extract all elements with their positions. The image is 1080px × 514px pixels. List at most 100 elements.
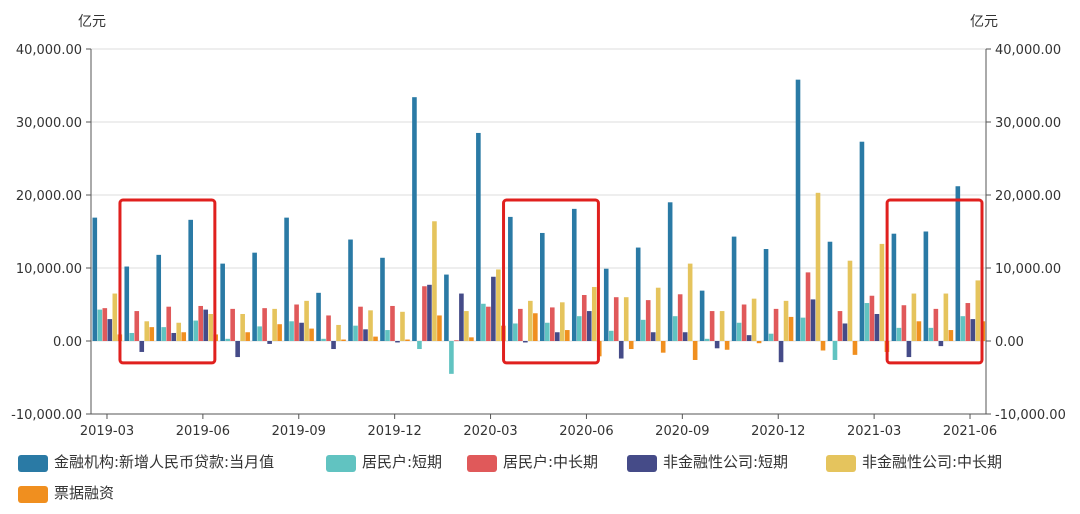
bar — [768, 333, 774, 341]
highlight-box — [885, 198, 984, 365]
bar — [459, 293, 464, 341]
bar-series — [92, 79, 986, 374]
bar — [965, 303, 971, 341]
bar — [704, 338, 710, 341]
bar — [432, 221, 437, 341]
bar — [847, 260, 853, 341]
bar — [198, 305, 203, 341]
legend-swatch — [826, 455, 856, 472]
bar — [97, 309, 103, 341]
bar — [368, 310, 373, 341]
bar — [731, 236, 737, 341]
bar — [891, 233, 897, 341]
bar — [773, 308, 779, 341]
y-tick-label-right: -10,000.00 — [995, 408, 1066, 423]
y-tick-label-left: 20,000.00 — [16, 189, 82, 204]
bar — [245, 332, 250, 341]
x-tick-label: 2021-06 — [943, 424, 997, 439]
bar — [719, 311, 725, 341]
y-tick-label-right: 20,000.00 — [995, 189, 1061, 204]
bar — [102, 308, 108, 341]
bar — [267, 341, 272, 344]
left-axis-unit: 亿元 — [78, 14, 106, 30]
bar — [545, 322, 550, 341]
bar — [692, 341, 698, 360]
x-tick-label: 2021-03 — [847, 424, 901, 439]
bar — [412, 97, 417, 342]
x-tick-label: 2019-03 — [80, 424, 134, 439]
bar — [618, 341, 624, 359]
bar — [385, 330, 390, 341]
bar — [800, 317, 806, 341]
bar — [901, 305, 907, 341]
y-tick-label-left: 0.00 — [53, 335, 82, 350]
bar — [230, 308, 235, 341]
bar — [272, 308, 277, 341]
bar — [699, 290, 705, 341]
bar — [437, 315, 442, 341]
bar — [321, 338, 326, 341]
bar — [746, 335, 752, 341]
bar — [874, 313, 880, 341]
bar — [960, 316, 966, 341]
highlight-box — [118, 198, 217, 365]
highlight-boxes — [118, 198, 984, 365]
x-tick-label: 2019-09 — [272, 424, 326, 439]
bar — [156, 254, 162, 341]
bar — [476, 132, 481, 341]
y-tick-label-right: 10,000.00 — [995, 262, 1061, 277]
bar — [533, 313, 538, 341]
bar — [655, 287, 661, 341]
bar — [778, 341, 784, 363]
bar — [400, 311, 405, 341]
bar — [923, 231, 929, 341]
bar — [948, 330, 954, 341]
bar — [571, 208, 577, 341]
bar — [277, 324, 282, 341]
bar — [363, 329, 368, 341]
legend-swatch — [18, 455, 48, 472]
x-tick-label: 2020-09 — [655, 424, 709, 439]
bar — [417, 341, 422, 350]
bar — [635, 247, 641, 341]
bar — [491, 276, 496, 341]
bar — [540, 232, 545, 341]
bar — [938, 341, 944, 347]
bar — [134, 311, 140, 341]
bar — [405, 339, 410, 341]
bar — [496, 269, 501, 341]
bar — [788, 316, 794, 341]
legend-label: 票据融资 — [54, 484, 115, 502]
bar — [805, 272, 811, 341]
bar — [970, 319, 976, 341]
bar — [149, 327, 155, 341]
bar — [139, 341, 145, 352]
bar — [380, 257, 385, 341]
bar — [623, 297, 629, 341]
bar — [257, 326, 262, 341]
bar — [933, 308, 939, 341]
bar — [358, 306, 363, 341]
bar — [560, 302, 565, 341]
bar — [348, 239, 353, 341]
bar — [289, 321, 294, 341]
y-tick-label-left: 30,000.00 — [16, 116, 82, 131]
bar — [827, 241, 833, 341]
legend-label: 居民户:中长期 — [503, 453, 599, 471]
y-tick-label-right: 40,000.00 — [995, 43, 1061, 58]
bar — [304, 300, 309, 341]
bar — [464, 311, 469, 341]
bar — [576, 316, 582, 341]
bar — [225, 338, 230, 341]
bar — [336, 324, 341, 341]
bar — [262, 308, 267, 341]
bar — [390, 305, 395, 341]
bar — [92, 217, 98, 341]
bar — [444, 274, 449, 341]
bar — [928, 327, 934, 341]
bar — [124, 266, 130, 341]
bar — [299, 322, 304, 341]
bar — [481, 303, 486, 341]
bar — [842, 323, 848, 341]
